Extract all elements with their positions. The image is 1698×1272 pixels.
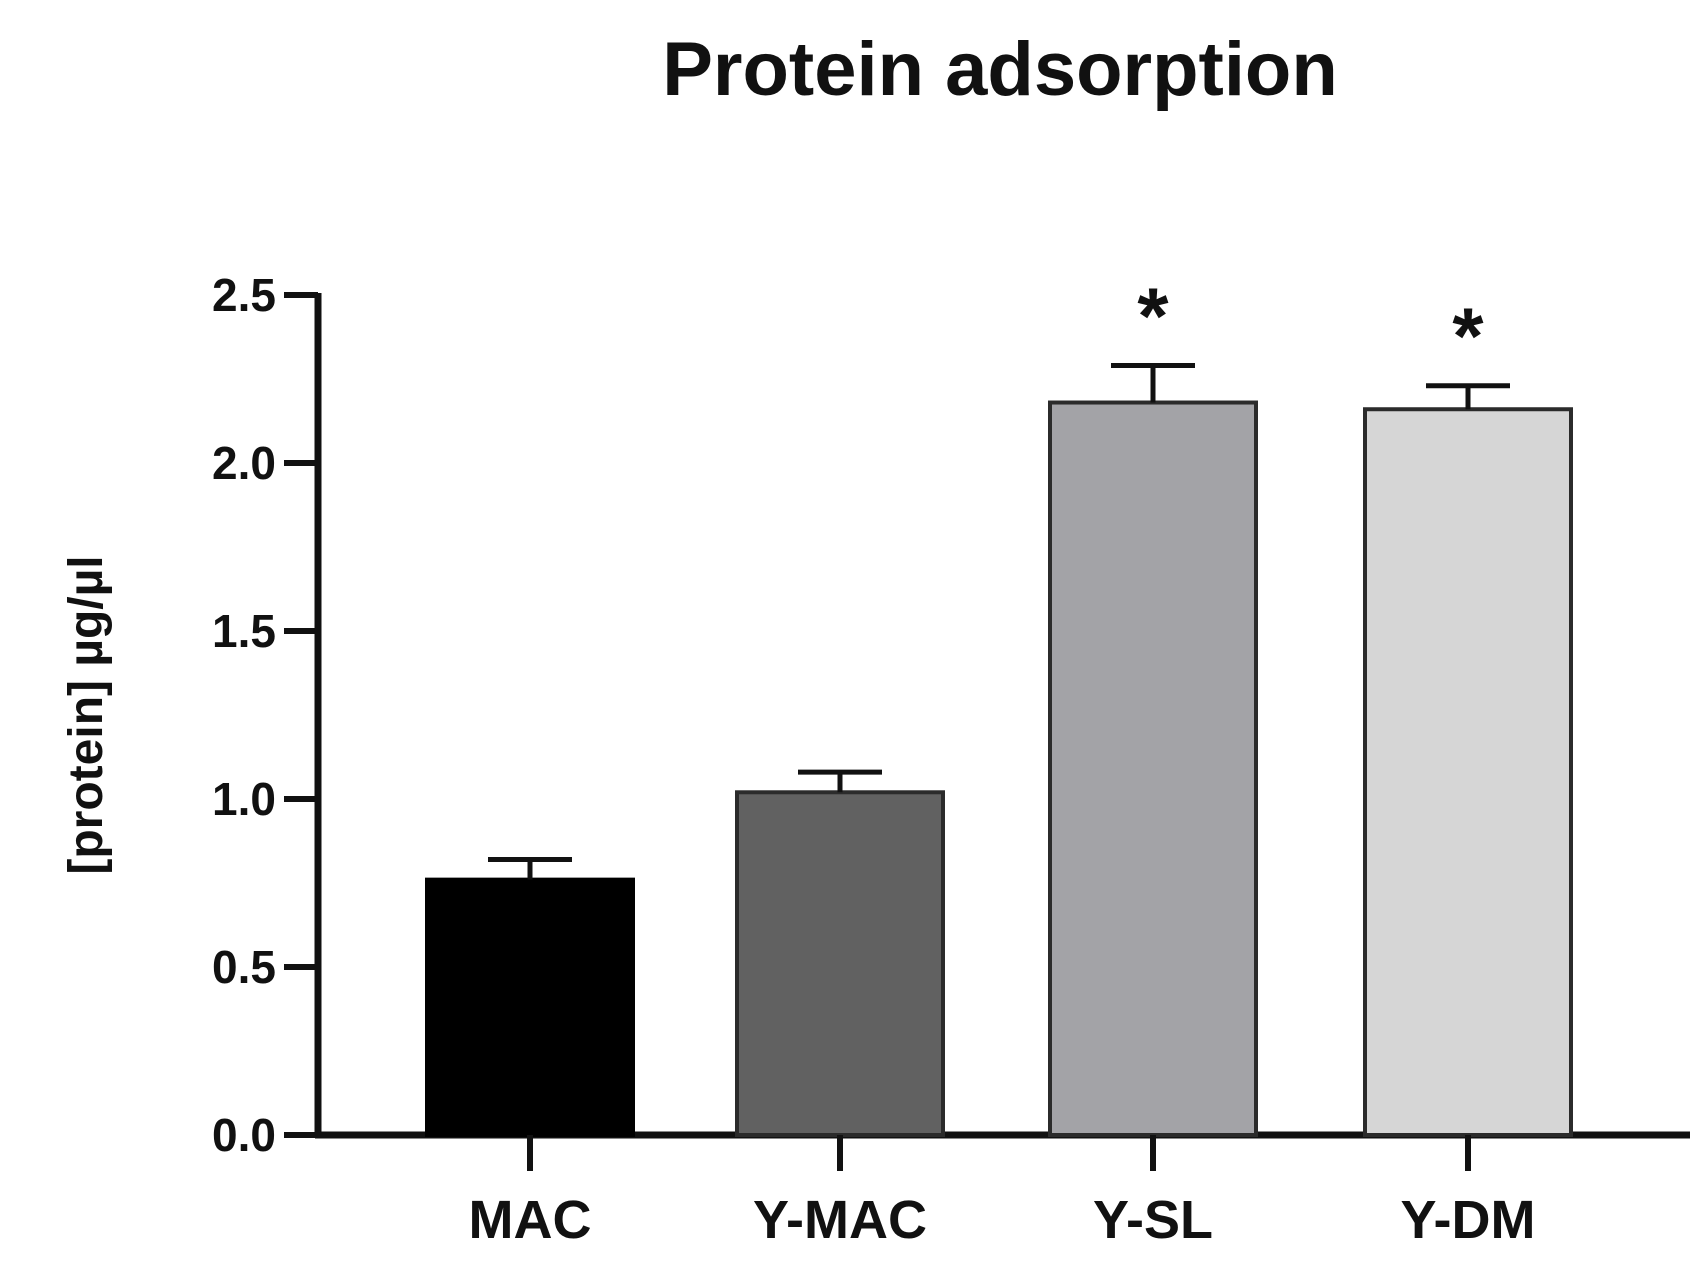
bar-y-sl — [1048, 400, 1258, 1137]
chart-title: Protein adsorption — [662, 27, 1338, 112]
y-tick-label: 1.0 — [212, 773, 276, 825]
bar-mac — [425, 877, 635, 1138]
x-tick-label: MAC — [469, 1190, 592, 1250]
bar-y-dm — [1363, 407, 1573, 1137]
significance-marker: * — [1452, 292, 1484, 381]
x-tick-label: Y-MAC — [753, 1190, 927, 1250]
y-tick-label: 1.5 — [212, 605, 276, 657]
x-tick-label: Y-SL — [1093, 1190, 1213, 1250]
y-tick-label: 2.5 — [212, 269, 276, 321]
y-tick-label: 0.0 — [212, 1109, 276, 1161]
bar-y-mac — [735, 790, 945, 1138]
y-tick-label: 0.5 — [212, 941, 276, 993]
x-tick-label: Y-DM — [1401, 1190, 1536, 1250]
plot-area: 0.0 0.5 1.0 1.5 2.0 2.5 MAC Y-MAC Y-SL * Y-DM * — [212, 269, 1690, 1250]
y-tick-label: 2.0 — [212, 437, 276, 489]
significance-marker: * — [1137, 272, 1169, 361]
y-axis-label: [protein] µg/µl — [60, 555, 113, 874]
